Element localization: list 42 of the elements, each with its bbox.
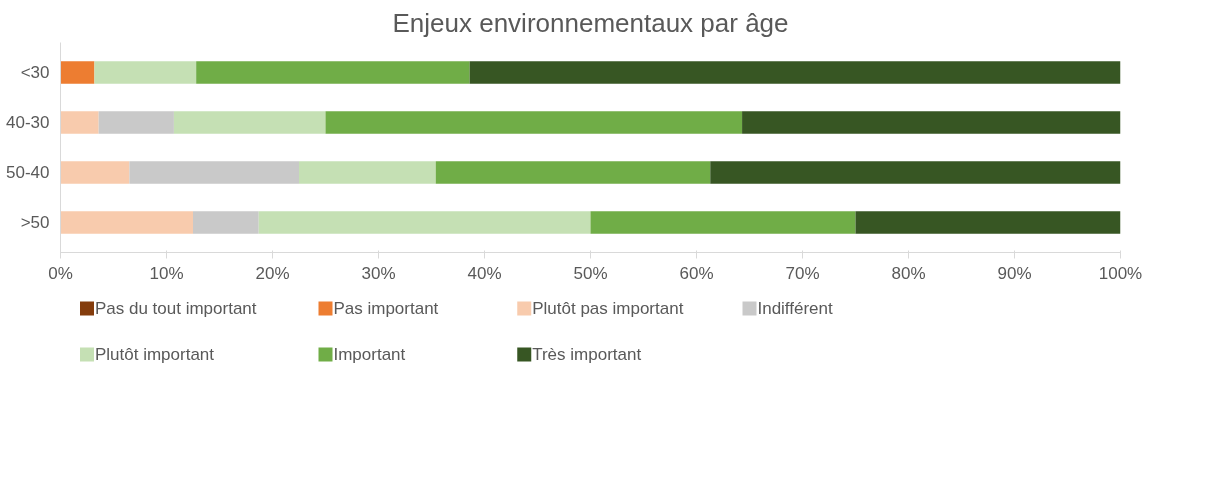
bar — [299, 161, 436, 184]
x-tick-label: 50% — [573, 263, 608, 283]
legend-label: Plutôt pas important — [532, 299, 684, 318]
x-tick-label: 10% — [149, 263, 184, 283]
bar — [94, 61, 197, 84]
y-tick-label: <30 — [20, 63, 50, 82]
bar — [710, 161, 1121, 184]
y-tick-label: 40-30 — [6, 113, 50, 132]
x-tick-label: 60% — [679, 263, 714, 283]
x-tick-label: 20% — [255, 263, 290, 283]
bar — [855, 211, 1121, 234]
bar — [469, 61, 1121, 84]
bar — [742, 111, 1121, 134]
legend-label: Indifférent — [757, 299, 834, 318]
bar — [193, 211, 259, 234]
legend-label: Pas du tout important — [94, 299, 257, 318]
legend-label: Très important — [532, 345, 642, 364]
legend-label: Important — [333, 345, 406, 364]
bar — [590, 211, 856, 234]
bar — [60, 111, 99, 134]
bar — [325, 111, 743, 134]
legend-label: Pas important — [333, 299, 439, 318]
bar — [60, 161, 130, 184]
x-tick-label: 90% — [997, 263, 1032, 283]
bar — [129, 161, 299, 184]
x-tick-label: 80% — [891, 263, 926, 283]
bar — [60, 61, 95, 84]
y-tick-label: 50-40 — [6, 163, 50, 182]
chart-title: Enjeux environnementaux par âge — [392, 7, 789, 38]
x-tick-label: 30% — [361, 263, 396, 283]
bar — [98, 111, 174, 134]
x-tick-label: 70% — [785, 263, 820, 283]
bar — [435, 161, 711, 184]
bar — [196, 61, 470, 84]
legend-label: Plutôt important — [94, 345, 215, 364]
x-tick-label: 40% — [467, 263, 502, 283]
x-tick-label: 100% — [1098, 263, 1143, 283]
bar — [173, 111, 326, 134]
bar — [60, 211, 193, 234]
y-tick-label: >50 — [20, 213, 50, 232]
bar — [258, 211, 591, 234]
x-tick-label: 0% — [48, 263, 73, 283]
